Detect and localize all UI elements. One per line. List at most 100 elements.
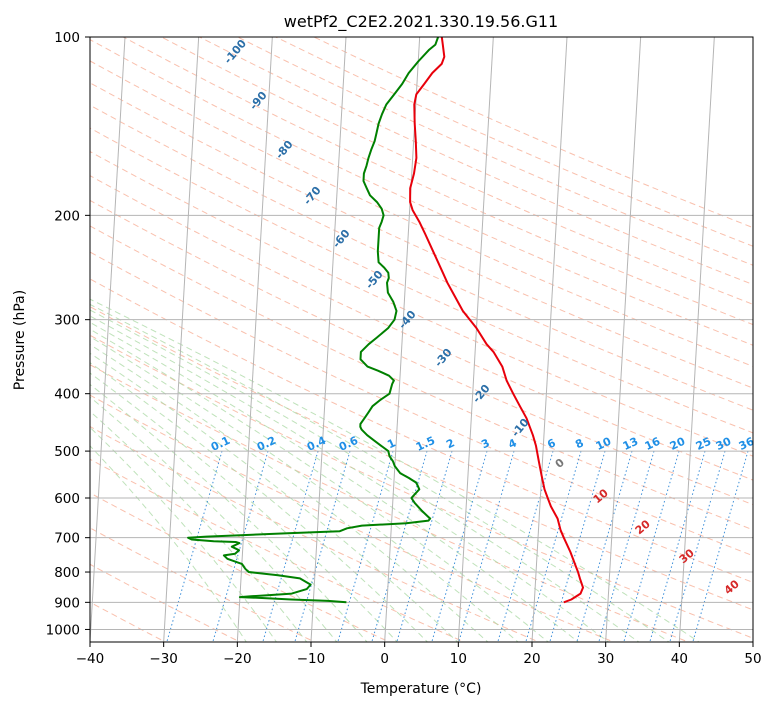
isotherm-line [90,37,126,642]
mixing-ratio-label: 10 [594,435,614,453]
y-tick-label: 200 [54,208,80,224]
mixing-ratio-line [212,450,269,642]
x-tick-label: 10 [450,651,467,667]
dry-adiabat-line [90,39,753,346]
background-lines [90,37,753,642]
x-tick-label: −10 [297,651,326,667]
plot-area [90,37,753,642]
dry-adiabat-line [90,394,615,642]
mixing-ratio-label: 36 [737,435,757,453]
dewpoint-profile-line [187,37,440,604]
x-tick-label: −40 [76,651,105,667]
mixing-ratio-line [598,450,655,642]
moist-adiabat-line [90,426,278,642]
mixing-ratio-line [525,450,582,642]
mixing-ratio-label: 6 [545,436,558,451]
y-tick-label: 800 [54,565,80,581]
profile-lines [187,37,584,604]
mixing-ratio-label: 3 [479,436,491,451]
dry-adiabat-line [90,60,753,367]
mixing-ratio-label: 2 [444,436,456,451]
mixing-ratio-line [458,450,515,642]
isotherm-line [163,37,200,642]
dry-adiabat-line [90,225,753,531]
mixing-ratio-line [371,450,428,642]
dry-adiabat-line [90,199,753,506]
mixing-ratio-label: 30 [714,435,734,453]
dry-adiabat-line [90,175,753,481]
dry-adiabat-label: -90 [247,89,270,113]
moist-adiabat-line [90,396,338,642]
moist-adiabat-line [90,309,640,642]
mixing-ratio-label: 16 [643,435,663,453]
dry-adiabat-line [90,364,690,642]
mixing-ratio-line [576,450,633,642]
mixing-ratio-line [623,450,680,642]
dry-adiabat-line [160,37,753,305]
mixing-ratio-label: 25 [694,435,713,453]
y-tick-label: 1000 [46,622,80,638]
moist-adiabat-label: 10 [591,486,611,506]
dry-adiabat-label: -40 [396,308,419,332]
plot-frame [89,36,754,643]
isotherm-line [531,37,568,642]
moist-adiabat-line [90,303,670,642]
dry-adiabat-line [90,278,753,583]
isotherm-line [384,37,421,642]
isotherm-line [310,37,347,642]
dry-adiabat-line [90,563,242,642]
dry-adiabat-line [90,458,466,642]
moist-adiabat-line [90,383,368,642]
mixing-ratio-label: 8 [573,436,585,451]
x-tick-label: −30 [149,651,178,667]
moist-adiabat-label: 30 [677,546,697,566]
dry-adiabat-line [90,492,391,642]
mixing-ratio-line [431,450,488,642]
dry-adiabat-label: -50 [363,268,386,292]
moist-adiabat-line [90,362,429,642]
y-tick-label: 500 [54,444,80,460]
dry-adiabat-line [90,527,316,642]
mixing-ratio-line [396,450,453,642]
dry-adiabat-line [90,150,753,457]
moist-adiabat-line [90,343,489,642]
mixing-ratio-line [294,450,351,642]
moist-adiabat-line [90,321,580,642]
dry-adiabat-label: -70 [301,184,324,208]
moist-adiabat-label: 40 [722,577,742,597]
isotherm-line [457,37,494,642]
isotherm-line [605,37,642,642]
x-tick-label: −20 [223,651,252,667]
y-axis: 100 200 300 400 500 600 700 800 900 1000 [46,30,90,638]
dry-adiabat-line [90,306,753,611]
x-axis-label: Temperature (°C) [360,681,482,697]
dry-adiabat-line [90,127,753,434]
dry-adiabat-label: -100 [221,37,249,67]
y-tick-label: 100 [54,30,80,46]
dry-adiabat-line [122,37,753,326]
moist-adiabat-line [90,298,701,642]
mixing-ratio-line [549,450,606,642]
moist-adiabat-line [90,315,610,642]
chart-title: wetPf2_C2E2.2021.330.19.56.G11 [284,12,558,32]
x-tick-label: 30 [597,651,614,667]
y-tick-label: 600 [54,491,80,507]
dry-adiabat-line [90,426,541,642]
moist-adiabat-line [90,445,247,642]
x-tick-label: 40 [671,651,688,667]
dry-adiabat-line [90,104,753,411]
mixing-ratio-line [166,450,223,642]
isotherm-line [236,37,273,642]
mixing-ratio-line [337,450,394,642]
y-axis-label: Pressure (hPa) [12,290,28,390]
isotherm-line [752,633,753,642]
dry-adiabat-line [274,37,753,247]
dry-adiabat-line [90,251,753,557]
moist-adiabat-line [90,328,550,642]
mixing-ratio-line [669,450,726,642]
dry-adiabat-line [198,37,753,286]
mixing-ratio-label: 13 [621,435,640,453]
x-axis: −40 −30 −20 −10 0 10 20 30 40 50 [76,642,762,667]
y-tick-label: 900 [54,595,80,611]
